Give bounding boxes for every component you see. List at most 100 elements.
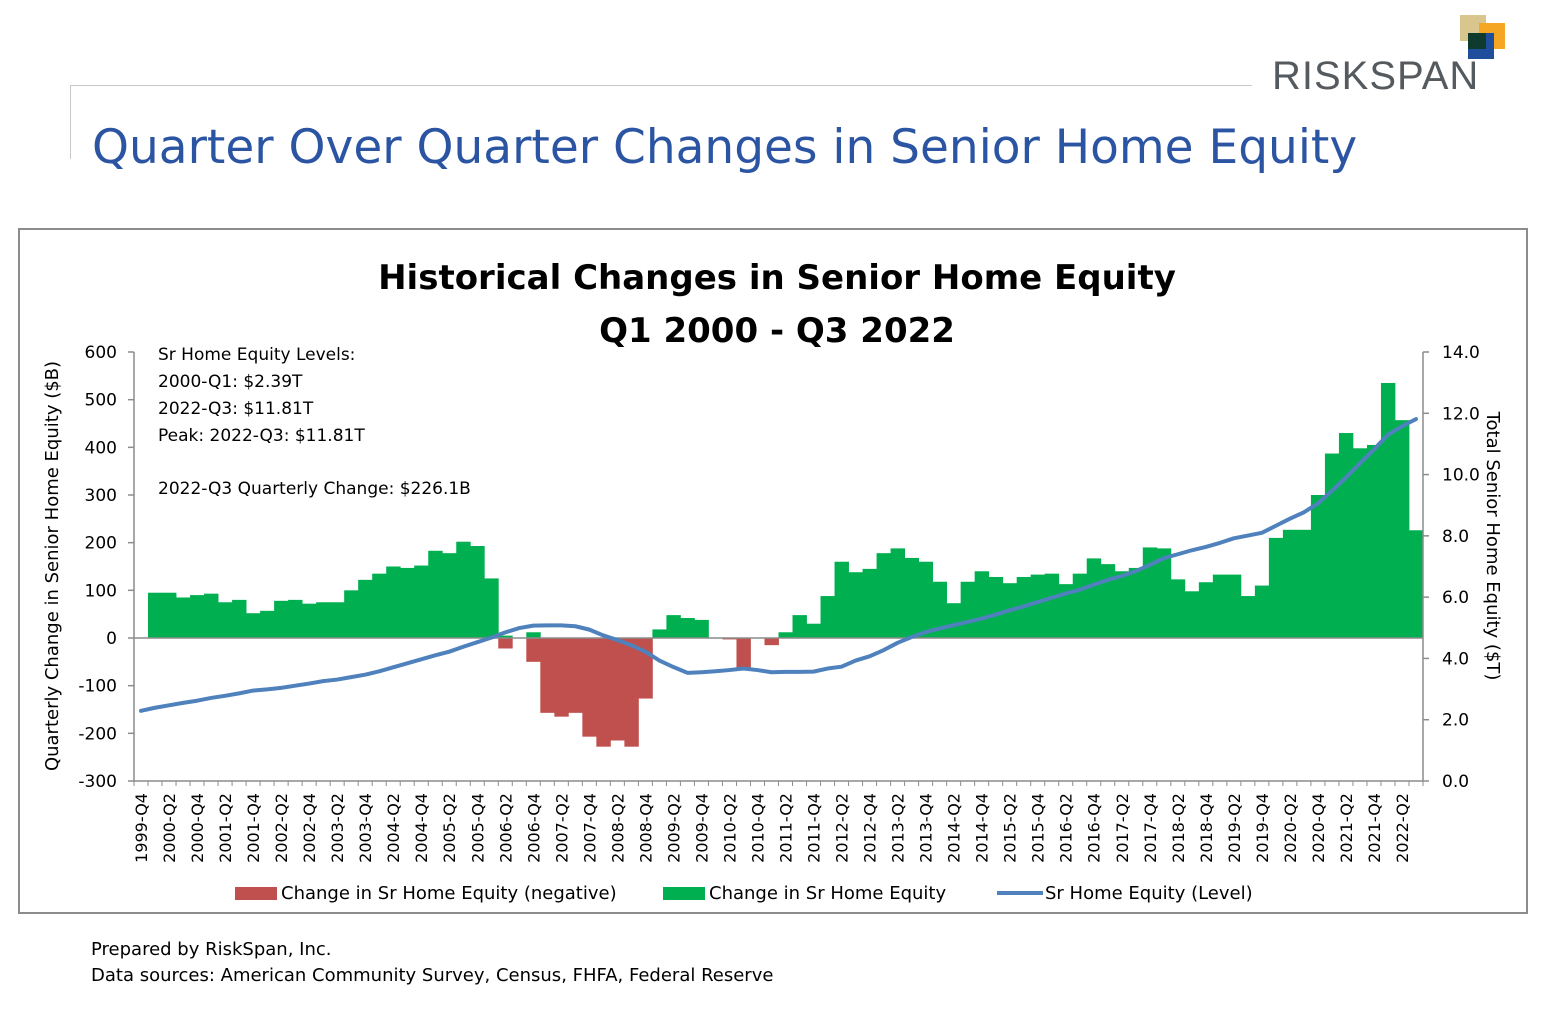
bar-positive	[274, 600, 289, 638]
x-tick-label: 2010-Q2	[720, 793, 739, 863]
x-tick-label: 2018-Q4	[1197, 793, 1216, 863]
bar-positive	[666, 615, 681, 638]
positive-bars	[148, 382, 1424, 638]
x-tick-label: 2011-Q4	[805, 793, 824, 863]
bar-positive	[372, 573, 387, 638]
y2-tick-labels: 14.0 12.0 10.0 8.0 6.0 4.0 2.0 0.0	[1442, 343, 1480, 792]
bar-positive	[974, 571, 990, 638]
bar-positive	[204, 593, 219, 638]
legend: Change in Sr Home Equity (negative) Chan…	[235, 883, 1253, 904]
x-tick-label: 2001-Q2	[216, 793, 235, 863]
level-line	[139, 417, 1418, 713]
bar-negative	[554, 638, 569, 717]
bar-positive	[1142, 547, 1158, 638]
bar-positive	[848, 572, 863, 638]
bar-positive	[1170, 579, 1186, 638]
x-tick-label: 2004-Q4	[412, 793, 431, 863]
bar-positive	[246, 613, 261, 638]
bar-positive	[680, 617, 695, 638]
y-tick-label: 0	[106, 629, 117, 649]
y-tick-labels: 600 500 400 300 200 100 0 -100 -200 -300	[78, 343, 117, 792]
bar-negative	[764, 638, 779, 646]
bar-negative	[624, 638, 639, 747]
x-tick-label: 2018-Q2	[1169, 793, 1188, 863]
bar-positive	[386, 566, 401, 638]
bar-negative	[638, 638, 653, 699]
bar-positive	[834, 561, 849, 638]
bar-positive	[1380, 382, 1396, 638]
bar-positive	[806, 623, 821, 638]
bar-positive	[190, 595, 205, 638]
x-tick-label: 2020-Q4	[1309, 793, 1328, 863]
annotation-box: Sr Home Equity Levels: 2000-Q1: $2.39T 2…	[158, 345, 471, 499]
x-tick-label: 2013-Q2	[889, 793, 908, 863]
bar-positive	[1100, 564, 1116, 638]
bar-positive	[1394, 420, 1410, 638]
annotation-line: 2000-Q1: $2.39T	[158, 372, 303, 392]
bar-positive	[330, 602, 345, 638]
x-tick-label: 2009-Q4	[692, 793, 711, 863]
y-tick-label: -100	[78, 677, 117, 697]
y-tick-label: 600	[85, 343, 117, 363]
x-tick-label: 2004-Q2	[384, 793, 403, 863]
x-tick-label: 2012-Q2	[833, 793, 852, 863]
y2-tick-label: 4.0	[1442, 649, 1469, 669]
bar-positive	[414, 565, 429, 638]
x-tick-label: 2019-Q2	[1225, 793, 1244, 863]
y-tick-label: -200	[78, 724, 117, 744]
x-tick-label: 2021-Q4	[1365, 793, 1384, 863]
legend-label-positive: Change in Sr Home Equity	[709, 883, 946, 904]
axes	[128, 351, 1429, 786]
bar-positive	[526, 632, 541, 638]
y2-tick-label: 12.0	[1442, 404, 1480, 424]
legend-label-negative: Change in Sr Home Equity (negative)	[281, 883, 617, 904]
footer-data-sources: Data sources: American Community Survey,…	[91, 965, 774, 986]
legend-label-line: Sr Home Equity (Level)	[1045, 883, 1253, 904]
x-tick-label: 2008-Q2	[608, 793, 627, 863]
x-tick-label: 2002-Q2	[272, 793, 291, 863]
bar-positive	[148, 592, 163, 638]
x-tick-label: 2012-Q4	[861, 793, 880, 863]
bar-positive	[1240, 596, 1256, 638]
bar-positive	[946, 603, 962, 638]
y2-tick-label: 6.0	[1442, 588, 1469, 608]
bar-negative	[582, 638, 597, 737]
bar-positive	[904, 557, 920, 638]
bar-negative	[610, 638, 625, 741]
x-tick-label: 2015-Q4	[1029, 793, 1048, 863]
y2-tick-label: 2.0	[1442, 711, 1469, 731]
bar-positive	[442, 553, 457, 638]
annotation-line: Sr Home Equity Levels:	[158, 345, 355, 365]
bar-positive	[358, 579, 373, 638]
y-tick-label: 400	[85, 438, 117, 458]
x-tick-label: 2006-Q2	[496, 793, 515, 863]
bar-positive	[498, 635, 513, 638]
x-tick-label: 2019-Q4	[1253, 793, 1272, 863]
x-tick-label: 2006-Q4	[524, 793, 543, 863]
x-tick-label: 2011-Q2	[777, 793, 796, 863]
header-rule-vertical	[70, 85, 71, 159]
bar-positive	[1156, 548, 1172, 638]
bar-positive	[316, 602, 331, 638]
bar-positive	[1058, 584, 1074, 638]
bar-positive	[428, 550, 443, 638]
bar-positive	[694, 619, 709, 638]
y-tick-label: 300	[85, 486, 117, 506]
bar-positive	[1184, 591, 1200, 638]
x-tick-label: 2009-Q2	[664, 793, 683, 863]
bar-positive	[470, 546, 485, 638]
bar-positive	[288, 599, 303, 638]
x-tick-label: 2008-Q4	[636, 793, 655, 863]
bar-negative	[540, 638, 555, 713]
bar-positive	[260, 610, 275, 638]
negative-bars	[498, 638, 779, 747]
bar-positive	[1310, 495, 1326, 638]
bar-negative	[568, 638, 583, 713]
bar-positive	[218, 602, 233, 638]
level-line-series	[139, 417, 1418, 713]
x-tick-label: 1999-Q4	[132, 793, 151, 863]
bar-positive	[456, 541, 471, 638]
bar-positive	[1268, 537, 1284, 638]
bar-positive	[1282, 529, 1298, 638]
